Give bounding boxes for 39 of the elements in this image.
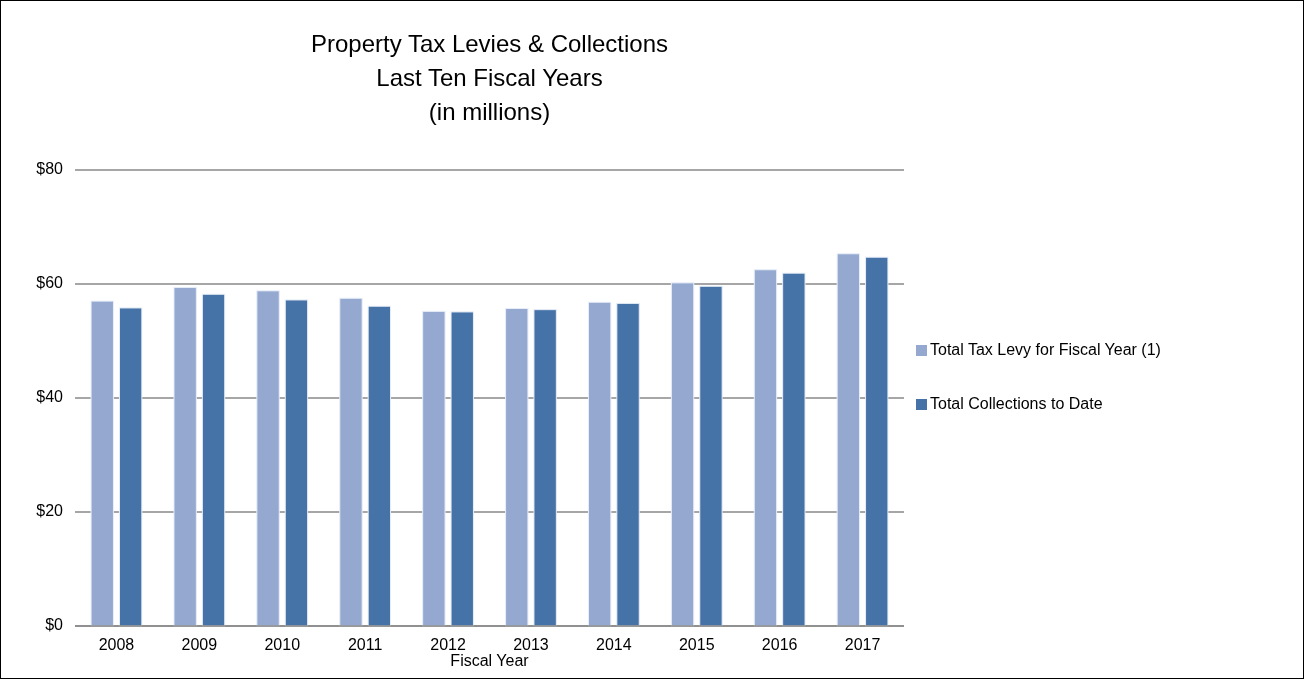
bar [865,256,889,627]
y-tick-label: $60 [36,274,64,292]
bar [173,286,197,627]
bar [367,305,392,627]
bar [284,299,309,627]
bar [256,290,280,627]
bar [753,269,778,627]
chart-title: Property Tax Levies & Collections Last Ten Fiscal Years (in millions) [310,30,669,125]
x-tick-label: 2015 [678,636,715,653]
x-tick-label: 2010 [264,636,301,653]
bar [90,300,114,627]
x-tick-label: 2011 [347,636,383,653]
bar [450,311,474,627]
bar [616,302,640,627]
bar [505,308,529,627]
x-tick-label: 2014 [596,636,632,653]
y-tick-label: $80 [36,160,64,178]
x-tick-label: 2017 [844,636,881,653]
bar [782,272,806,627]
legend-label: Total Tax Levy for Fiscal Year (1) [930,341,1161,359]
x-tick-label: 2009 [181,636,218,653]
bar [587,301,612,627]
bar [422,310,446,627]
bar [339,297,363,627]
bar [533,309,557,627]
x-axis-title: Fiscal Year [450,652,530,669]
legend-label: Total Collections to Date [930,395,1103,413]
x-tick-label: 2013 [513,636,549,653]
bar [699,285,723,627]
bar [201,293,226,627]
x-tick-label: 2008 [98,636,135,653]
y-tick-label: $20 [36,502,64,520]
bar [836,253,861,627]
x-tick-label: 2016 [761,636,798,653]
y-tick-label: $0 [45,616,64,634]
y-tick-label: $40 [36,388,64,406]
x-tick-label: 2012 [430,636,466,653]
bar [670,282,695,627]
bar [118,307,143,627]
